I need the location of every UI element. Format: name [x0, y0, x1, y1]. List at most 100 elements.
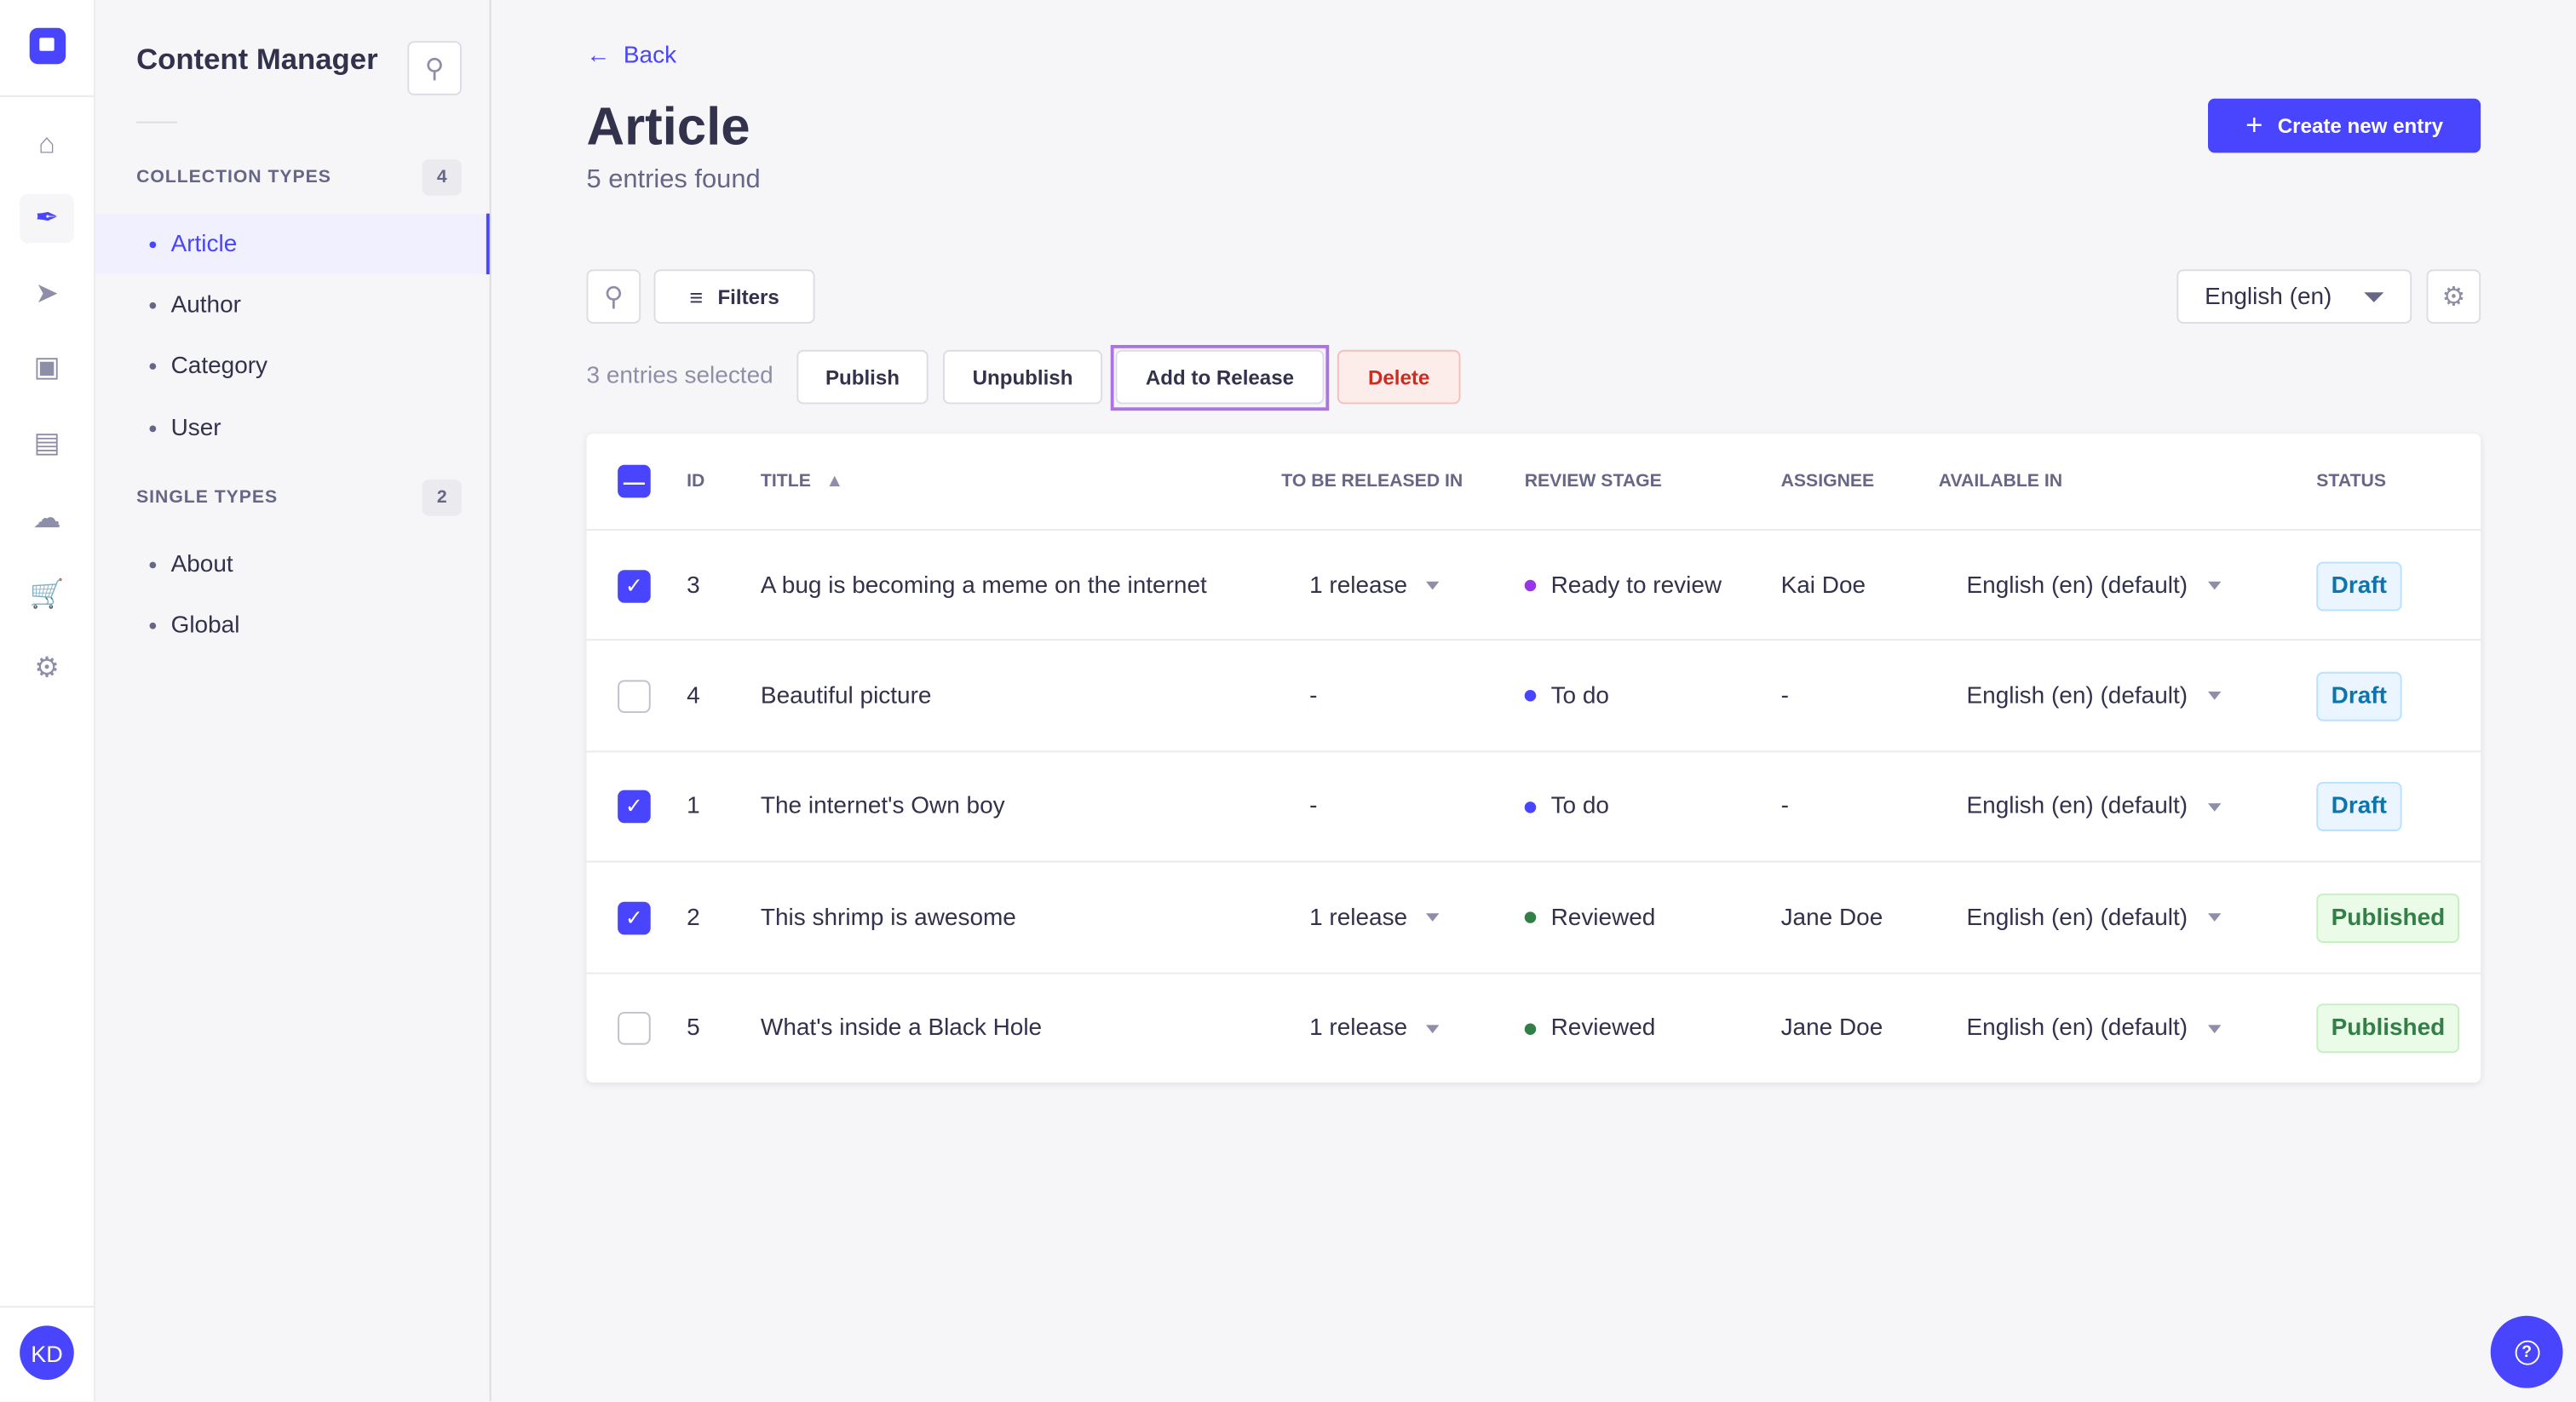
- entry-id: 2: [687, 905, 700, 931]
- column-header-assignee[interactable]: ASSIGNEE: [1780, 471, 1875, 491]
- strapi-logo[interactable]: [29, 27, 66, 65]
- create-new-entry-button[interactable]: + Create new entry: [2207, 98, 2481, 153]
- available-in-select[interactable]: English (en) (default): [1966, 863, 2221, 973]
- release-value: 1 release: [1309, 572, 1408, 599]
- assignee: Jane Doe: [1780, 1015, 1883, 1042]
- create-label: Create new entry: [2277, 114, 2444, 138]
- entries-count: 5 entries found: [586, 165, 761, 194]
- collection-types-count: 4: [422, 159, 462, 196]
- bullet-icon: [149, 363, 157, 371]
- sidebar-item-label: Global: [170, 612, 240, 640]
- marketplace-cart-icon: 🛒: [29, 577, 65, 610]
- available-in-value: English (en) (default): [1966, 683, 2188, 710]
- review-stage: To do: [1524, 641, 1610, 751]
- publish-button[interactable]: Publish: [796, 349, 929, 405]
- releases-paper-plane-nav-link[interactable]: ➤: [20, 269, 74, 319]
- release-value: 1 release: [1309, 1015, 1408, 1042]
- row-checkbox[interactable]: ✓: [618, 569, 651, 602]
- entry-title: A bug is becoming a meme on the internet: [760, 572, 1207, 599]
- sidebar-item-label: Category: [170, 353, 268, 381]
- review-stage: To do: [1524, 752, 1609, 862]
- row-checkbox[interactable]: [618, 1012, 651, 1045]
- available-in-value: English (en) (default): [1966, 1015, 2188, 1042]
- column-header-release[interactable]: TO BE RELEASED IN: [1281, 471, 1463, 491]
- table-row[interactable]: 4 Beautiful picture - To do - English (e…: [586, 639, 2481, 751]
- filters-button[interactable]: ≡ Filters: [653, 269, 815, 324]
- unpublish-button[interactable]: Unpublish: [942, 349, 1103, 405]
- review-stage: Ready to review: [1524, 531, 1722, 641]
- sidebar-item-label: About: [170, 551, 233, 577]
- divider: [0, 1306, 94, 1308]
- marketplace-cart-nav-link[interactable]: 🛒: [20, 570, 74, 619]
- column-header-status[interactable]: STATUS: [2316, 471, 2387, 491]
- sidebar-item-article[interactable]: Article: [95, 213, 490, 275]
- cloud-nav-link[interactable]: ☁: [20, 494, 74, 543]
- column-header-id[interactable]: ID: [687, 471, 705, 491]
- release-cell[interactable]: 1 release: [1309, 531, 1439, 641]
- available-in-select[interactable]: English (en) (default): [1966, 531, 2221, 641]
- arrow-left-icon: ←: [586, 43, 611, 69]
- locale-select[interactable]: English (en): [2176, 269, 2412, 324]
- column-header-available-in[interactable]: AVAILABLE IN: [1938, 471, 2063, 491]
- release-value: 1 release: [1309, 905, 1408, 931]
- sidebar-item-author[interactable]: Author: [95, 275, 490, 336]
- row-checkbox[interactable]: [618, 680, 651, 713]
- stage-dot-icon: [1524, 1022, 1537, 1035]
- media-library-icon: ▣: [33, 351, 60, 383]
- content-type-builder-layout-nav-link[interactable]: ▤: [20, 419, 74, 468]
- release-cell[interactable]: 1 release: [1309, 863, 1439, 973]
- avatar[interactable]: KD: [20, 1325, 74, 1380]
- table-row[interactable]: ✓ 1 The internet's Own boy - To do - Eng…: [586, 750, 2481, 860]
- table-row[interactable]: ✓ 3 A bug is becoming a meme on the inte…: [586, 528, 2481, 641]
- add-to-release-button[interactable]: Add to Release: [1115, 349, 1325, 405]
- sidebar-item-user[interactable]: User: [95, 398, 490, 458]
- chevron-down-icon: [2207, 913, 2221, 922]
- chevron-down-icon: [1425, 1024, 1439, 1033]
- stage-dot-icon: [1524, 690, 1537, 703]
- locale-value: English (en): [2205, 283, 2332, 310]
- filter-icon: ≡: [689, 283, 704, 310]
- row-checkbox[interactable]: ✓: [618, 790, 651, 824]
- delete-button[interactable]: Delete: [1337, 349, 1461, 405]
- status-badge: Draft: [2316, 671, 2402, 721]
- stage-dot-icon: [1524, 911, 1537, 924]
- available-in-value: English (en) (default): [1966, 905, 2188, 931]
- sidebar-search-button[interactable]: ⚲: [407, 41, 462, 95]
- available-in-value: English (en) (default): [1966, 794, 2188, 820]
- help-button[interactable]: ?: [2490, 1315, 2563, 1388]
- entry-id: 3: [687, 572, 700, 599]
- release-cell: -: [1309, 641, 1317, 751]
- status-badge: Published: [2316, 893, 2460, 943]
- home-nav-link[interactable]: ⌂: [20, 120, 74, 170]
- sidebar-item-about[interactable]: About: [95, 534, 490, 595]
- sidebar-title: Content Manager: [136, 43, 378, 76]
- sidebar-item-label: Author: [170, 292, 241, 319]
- chevron-down-icon: [2207, 802, 2221, 812]
- row-checkbox[interactable]: ✓: [618, 901, 651, 934]
- list-settings-button[interactable]: ⚙: [2426, 269, 2481, 324]
- assignee: -: [1780, 683, 1789, 710]
- available-in-select[interactable]: English (en) (default): [1966, 752, 2221, 862]
- release-cell[interactable]: 1 release: [1309, 974, 1439, 1083]
- chevron-down-icon: [1425, 913, 1439, 922]
- content-manager-feather-nav-link[interactable]: ✒: [20, 193, 74, 244]
- stage-label: To do: [1550, 683, 1610, 710]
- back-link[interactable]: ← Back: [586, 43, 676, 69]
- column-header-review-stage[interactable]: REVIEW STAGE: [1524, 471, 1662, 491]
- sidebar-item-category[interactable]: Category: [95, 336, 490, 397]
- settings-gear-nav-link[interactable]: ⚙: [20, 644, 74, 693]
- content-type-builder-layout-icon: ▤: [33, 427, 60, 459]
- sidebar-item-global[interactable]: Global: [95, 595, 490, 656]
- column-header-title[interactable]: TITLE ▲: [761, 434, 843, 529]
- table-row[interactable]: ✓ 2 This shrimp is awesome 1 release Rev…: [586, 860, 2481, 973]
- table-row[interactable]: 5 What's inside a Black Hole 1 release R…: [586, 971, 2481, 1083]
- available-in-select[interactable]: English (en) (default): [1966, 974, 2221, 1083]
- select-all-checkbox[interactable]: —: [618, 464, 651, 498]
- search-button[interactable]: ⚲: [586, 269, 641, 324]
- cloud-icon: ☁: [32, 503, 61, 534]
- entry-title: This shrimp is awesome: [760, 905, 1016, 931]
- media-library-nav-link[interactable]: ▣: [20, 343, 74, 393]
- available-in-select[interactable]: English (en) (default): [1966, 641, 2221, 751]
- bullet-icon: [149, 560, 157, 568]
- bullet-icon: [149, 424, 157, 432]
